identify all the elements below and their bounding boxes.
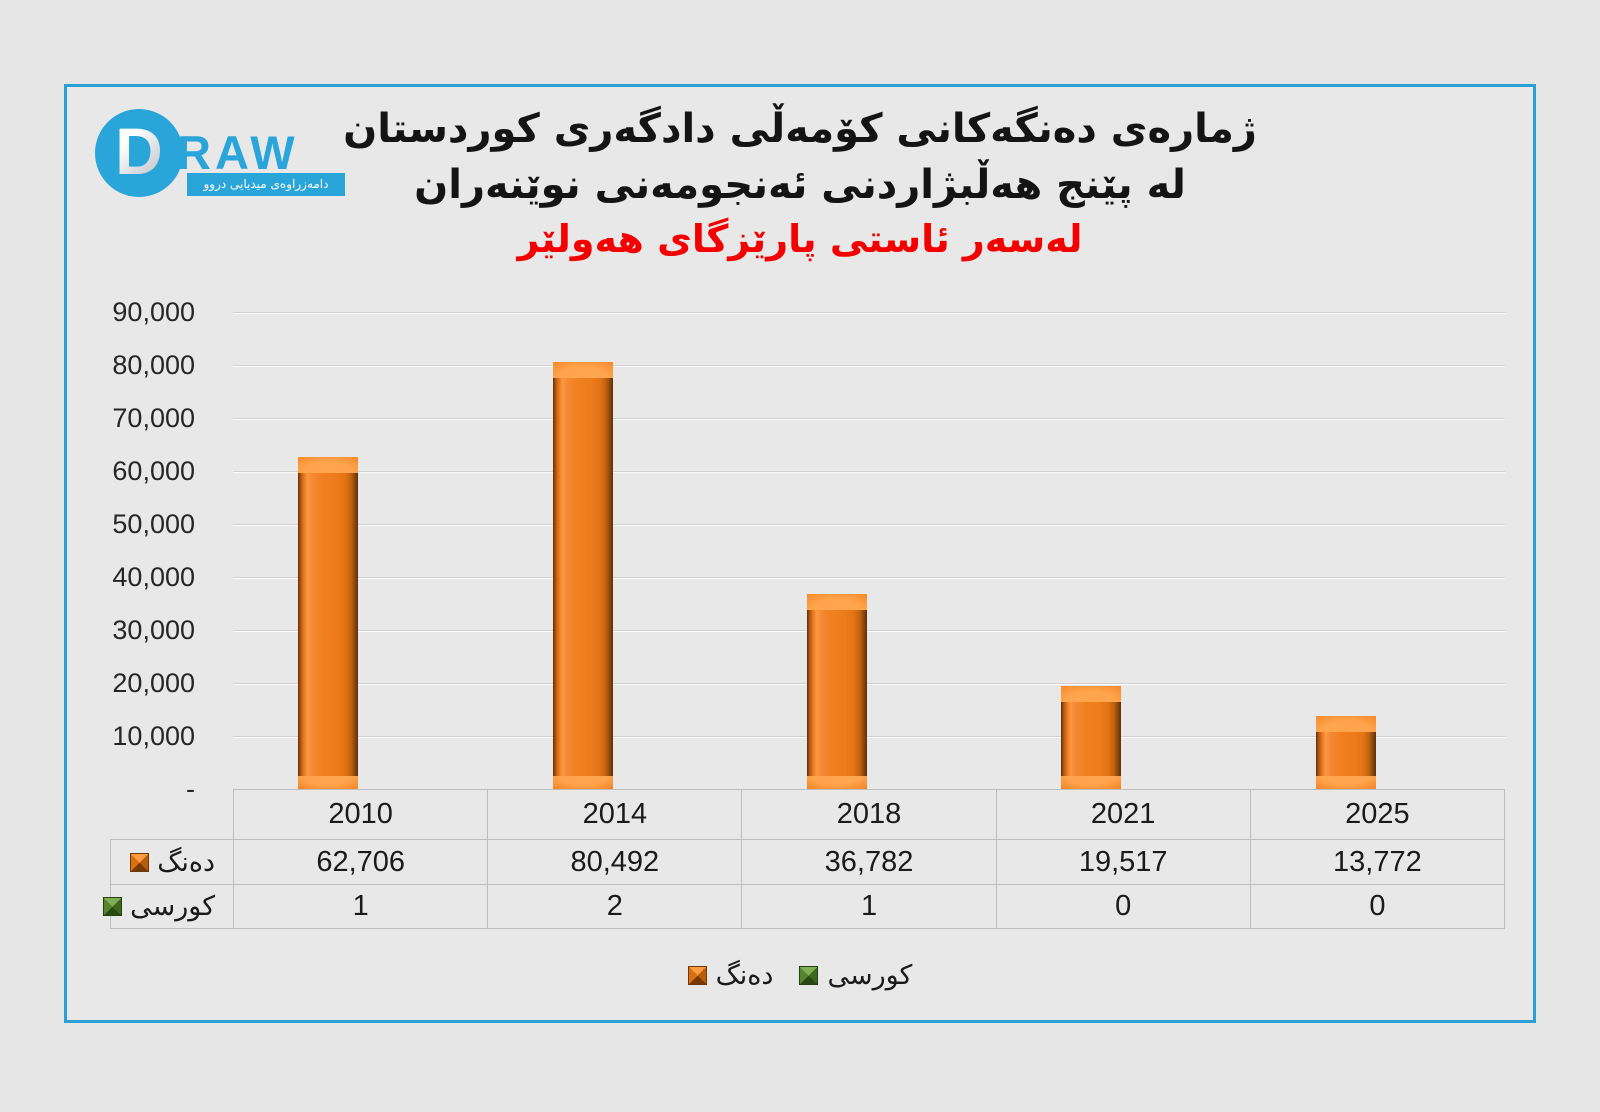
- seats-cell-2010: 1: [233, 884, 489, 929]
- seats-legend-label: کورسی: [827, 959, 913, 991]
- seats-cell-2021: 0: [995, 884, 1251, 929]
- gridline: [233, 577, 1505, 578]
- bar-votes-2014: [553, 362, 613, 789]
- y-axis-tick-30000: 30,000: [112, 615, 195, 645]
- chart-title-line-3: لەسەر ئاستی پارێزگای هەولێر: [517, 217, 1083, 261]
- legend-item-seats: کورسی: [799, 960, 912, 991]
- bar-votes-2018: [807, 594, 867, 789]
- chart-data-table: 2010 2014 2018 2021 2025 دەنگ 62,706 80,…: [103, 789, 1506, 929]
- votes-legend-label: دەنگ: [715, 959, 774, 991]
- seats-legend-key-icon: [799, 965, 819, 985]
- chart-title-line-2: لە پێنج هەڵبژاردنی ئەنجومەنی نوێنەران: [414, 162, 1186, 208]
- y-axis-tick-50000: 50,000: [112, 509, 195, 539]
- chart-legend: دەنگ کورسی: [67, 955, 1533, 995]
- y-axis-tick-10000: 10,000: [112, 721, 195, 751]
- seats-row-label-cell: کورسی: [103, 884, 235, 929]
- y-axis-tick-0: -: [186, 774, 195, 804]
- chart-title: ژمارەی دەنگەکانی کۆمەڵی دادگەری کوردستان…: [67, 101, 1533, 265]
- year-cell-2010: 2010: [233, 789, 489, 840]
- seats-cell-2014: 2: [487, 884, 743, 929]
- gridline: [233, 630, 1505, 631]
- votes-cell-2018: 36,782: [741, 839, 997, 885]
- gridline: [233, 736, 1505, 737]
- seats-series-key-icon: [103, 897, 123, 916]
- table-row-votes: دەنگ 62,706 80,492 36,782 19,517 13,772: [109, 839, 1506, 885]
- votes-cell-2025: 13,772: [1249, 839, 1506, 885]
- seats-row-label: کورسی: [130, 891, 216, 922]
- year-cell-2014: 2014: [487, 789, 743, 840]
- gridline: [233, 471, 1505, 472]
- votes-legend-key-icon: [687, 965, 707, 985]
- year-cell-2021: 2021: [995, 789, 1251, 840]
- gridline: [233, 365, 1505, 366]
- y-axis-tick-20000: 20,000: [112, 668, 195, 698]
- y-axis-tick-90000: 90,000: [112, 297, 195, 327]
- votes-row-label-cell: دەنگ: [109, 839, 235, 885]
- y-axis-tick-70000: 70,000: [112, 403, 195, 433]
- y-axis-tick-60000: 60,000: [112, 456, 195, 486]
- year-cell-2025: 2025: [1249, 789, 1506, 840]
- legend-item-votes: دەنگ: [687, 959, 774, 991]
- gridline: [233, 683, 1505, 684]
- logo-tagline: دامەزراوەی میدیایی دروو: [187, 173, 345, 196]
- y-axis-tick-40000: 40,000: [112, 562, 195, 592]
- year-cell-2018: 2018: [741, 789, 997, 840]
- table-row-seats: کورسی 1 2 1 0 0: [103, 884, 1506, 929]
- logo-circle-icon: D: [95, 109, 183, 197]
- bar-votes-2010: [298, 457, 358, 789]
- y-axis-tick-80000: 80,000: [112, 350, 195, 380]
- gridline: [233, 418, 1505, 419]
- table-corner-cell: [111, 790, 234, 840]
- table-row-years: 2010 2014 2018 2021 2025: [111, 789, 1506, 840]
- bar-votes-2025: [1316, 716, 1376, 789]
- chart-title-line-1: ژمارەی دەنگەکانی کۆمەڵی دادگەری کوردستان: [343, 106, 1257, 152]
- seats-cell-2018: 1: [741, 884, 997, 929]
- votes-cell-2021: 19,517: [995, 839, 1251, 885]
- bar-votes-2021: [1061, 686, 1121, 789]
- votes-cell-2010: 62,706: [233, 839, 489, 885]
- votes-cell-2014: 80,492: [487, 839, 743, 885]
- gridline: [233, 524, 1505, 525]
- votes-row-label: دەنگ: [157, 846, 216, 878]
- seats-cell-2025: 0: [1249, 884, 1506, 929]
- chart-panel: D RAW دامەزراوەی میدیایی دروو ژمارەی دەن…: [64, 84, 1536, 1023]
- gridline: [233, 312, 1505, 313]
- votes-series-key-icon: [130, 852, 150, 872]
- logo-wordmark: RAW: [177, 126, 299, 179]
- logo-letter-d: D: [115, 114, 163, 188]
- draw-media-logo: D RAW دامەزراوەی میدیایی دروو: [95, 107, 405, 212]
